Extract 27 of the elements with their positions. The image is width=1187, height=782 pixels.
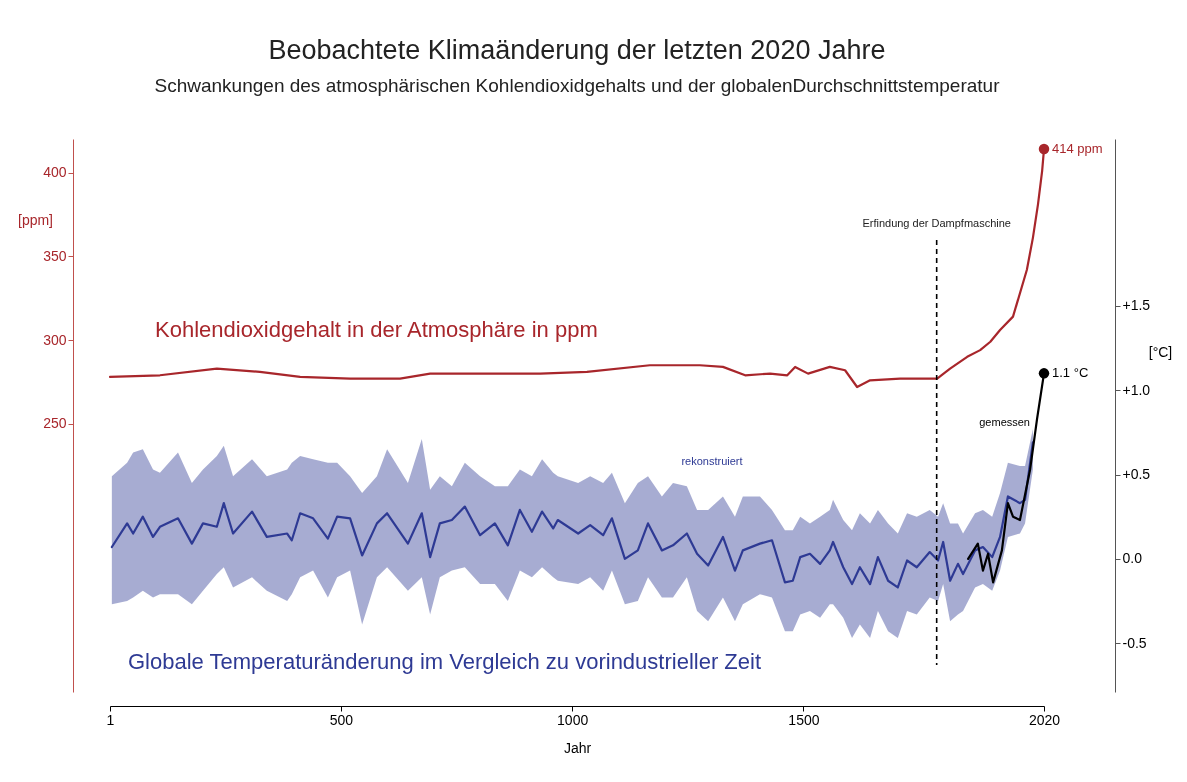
text: rekonstruiert (681, 455, 743, 467)
y2-tick-label: +0.5 (1122, 466, 1151, 483)
y-tick-label: 250 (43, 415, 67, 432)
x-axis-title: Jahr (563, 739, 592, 756)
y2-tick-label: +1.0 (1122, 381, 1151, 398)
data-label: 1.1 °C (1052, 365, 1089, 381)
series-label: Kohlendioxidgehalt in der Atmosphäre in ppm (155, 317, 598, 342)
y-axis-title: [ppm] (17, 211, 54, 228)
x-tick-label: 1000 (557, 711, 589, 728)
x-tick-label: 2020 (1028, 711, 1061, 728)
annotation: Globale Temperaturänderung im Vergleich zu vorindustrieller Zeit (128, 649, 762, 674)
y2-axis-title: [°C] (1148, 343, 1173, 360)
y-tick-label: 300 (43, 331, 67, 348)
ref-line-label: Erfindung der Dampfmaschine (862, 217, 1011, 229)
chart-subtitle: Schwankungen des atmosphärischen Kohlendioxidgehalts und der globalenDurchschnittstemperatur (154, 75, 1001, 96)
line-series (110, 441, 1034, 589)
x-tick-label: 500 (329, 711, 354, 728)
y-tick-label: 400 (43, 164, 67, 181)
y-tick-label: 350 (43, 247, 67, 264)
x-tick-label: 1 (106, 711, 115, 728)
y2-tick-label: 0.0 (1122, 550, 1143, 567)
data-label: 414 ppm (1052, 141, 1103, 157)
y2-tick-label: -0.5 (1122, 634, 1147, 651)
y2-tick-label: +1.5 (1122, 297, 1151, 314)
x-tick-label: 1500 (788, 711, 820, 728)
chart-title: Beobachtete Klimaänderung der letzten 2020 Jahre (268, 35, 886, 65)
series-label: gemessen (979, 416, 1030, 428)
